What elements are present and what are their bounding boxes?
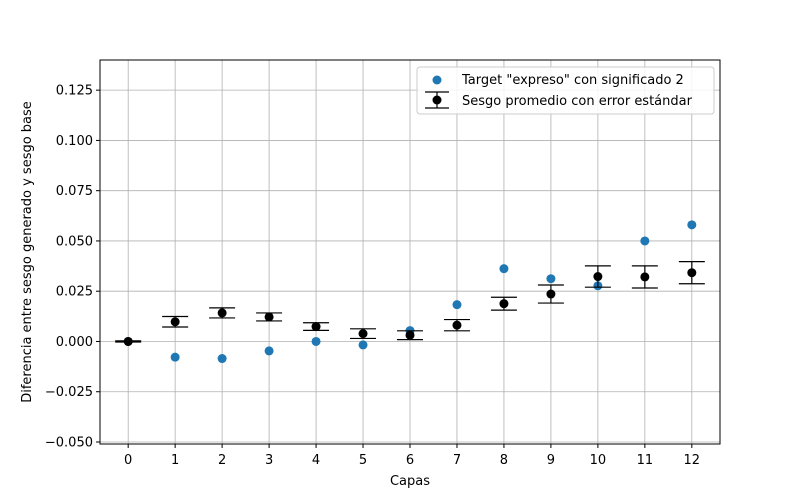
x-tick-label: 9 [547,453,555,468]
mean-point [405,330,415,340]
mean-point [358,329,368,339]
mean-point [217,308,227,318]
x-tick-label: 11 [637,453,654,468]
x-tick-label: 5 [359,453,367,468]
x-tick-label: 3 [265,453,273,468]
mean-point [452,320,462,330]
legend-label-mean: Sesgo promedio con error estándar [462,94,693,109]
x-tick-label: 0 [124,453,132,468]
y-tick-label: 0.075 [56,184,93,199]
target-point [358,340,368,350]
target-point [640,236,650,246]
axis-ticks: 0 1 2 3 4 5 6 7 8 9 10 11 12−0.050−0.0250.0000.0250.… [45,84,700,468]
mean-point [687,268,697,278]
x-tick-label: 4 [312,453,320,468]
y-axis-label: Diferencia entre sesgo generado y sesgo … [20,101,35,403]
y-tick-label: −0.025 [45,385,93,400]
legend-marker-mean [432,95,442,105]
target-point [264,346,274,356]
y-tick-label: −0.050 [45,435,93,450]
mean-point [640,272,650,282]
mean-point [264,312,274,322]
grid [100,60,720,444]
legend-marker-target [432,75,442,85]
x-tick-label: 8 [500,453,508,468]
target-point [499,264,509,274]
mean-point [123,336,133,346]
target-point [170,352,180,362]
x-tick-label: 10 [590,453,607,468]
x-tick-label: 2 [218,453,226,468]
legend: Target "expreso" con significado 2 Sesgo… [416,66,715,115]
mean-point [593,272,603,282]
legend-label-target: Target "expreso" con significado 2 [461,73,684,88]
x-tick-label: 7 [453,453,461,468]
x-tick-label: 12 [684,453,701,468]
target-point [217,354,227,364]
mean-point [311,322,321,332]
y-tick-label: 0.000 [56,335,93,350]
mean-point [170,317,180,327]
y-tick-label: 0.100 [56,134,93,149]
legend-box [416,66,715,115]
target-point [311,336,321,346]
mean-point [499,299,509,309]
data-marks [115,220,705,364]
x-tick-label: 6 [406,453,414,468]
x-tick-label: 1 [171,453,179,468]
mean-point [546,289,556,299]
x-axis-label: Capas [390,474,430,489]
y-tick-label: 0.050 [56,234,93,249]
y-tick-label: 0.025 [56,285,93,300]
target-point [687,220,697,230]
target-point [546,274,556,284]
y-tick-label: 0.125 [56,84,93,99]
plot-frame [99,59,721,445]
target-point [452,300,462,310]
